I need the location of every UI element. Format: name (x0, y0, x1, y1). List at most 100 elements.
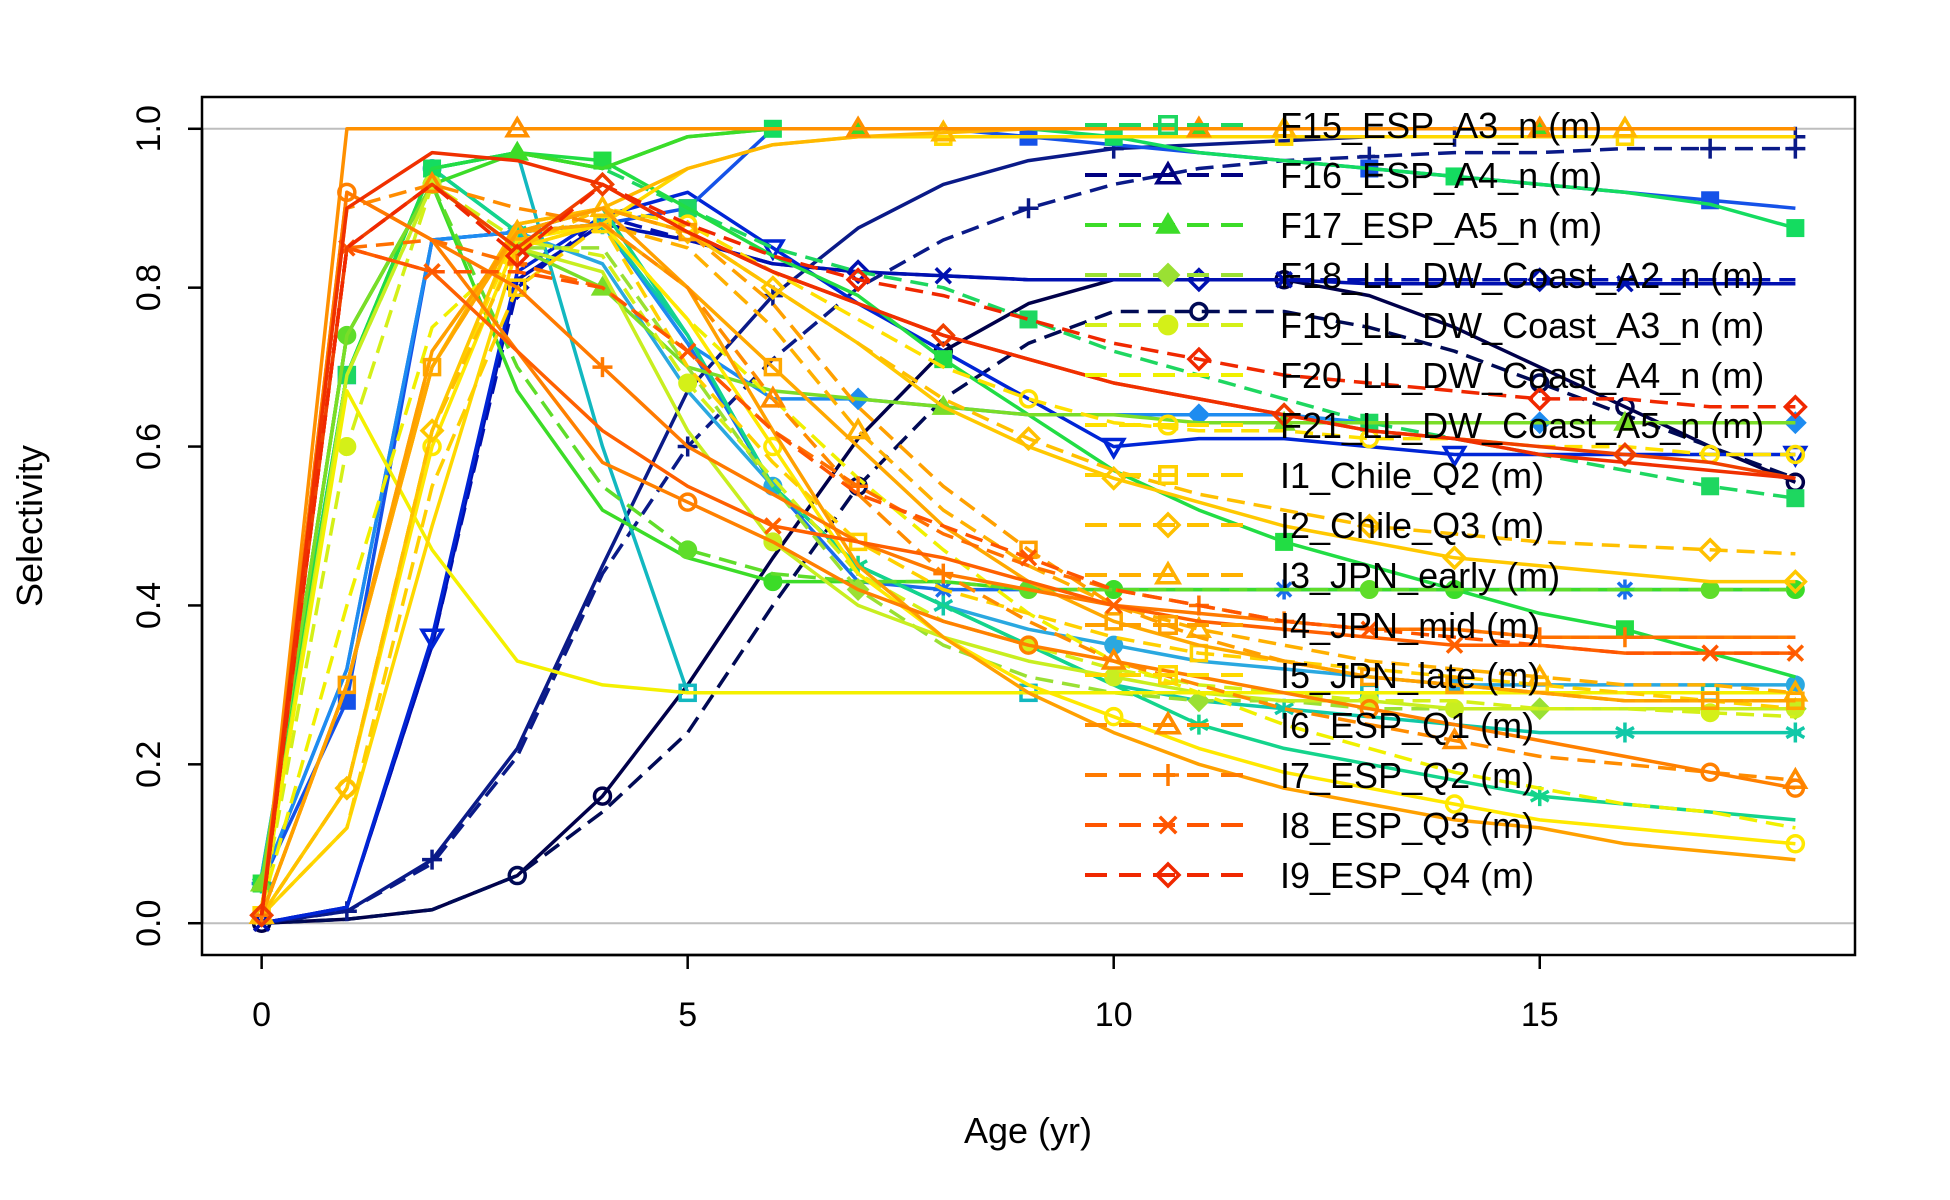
data-point (1700, 138, 1721, 159)
data-point (1701, 644, 1719, 662)
data-point (1018, 198, 1039, 219)
legend-label: F15_ESP_A3_n (m) (1280, 105, 1602, 146)
data-point (1526, 663, 1553, 686)
data-point (1153, 710, 1183, 735)
legend-item: F18_LL_DW_Coast_A2_n (m) (1085, 255, 1764, 296)
data-point (763, 357, 783, 377)
data-point (1158, 115, 1178, 135)
data-point (677, 492, 698, 512)
series-46 (259, 182, 1808, 916)
data-point (592, 357, 613, 378)
series-47 (259, 150, 1796, 916)
data-point (1360, 667, 1379, 687)
data-point (418, 170, 446, 194)
data-point (1016, 426, 1041, 452)
data-point (1444, 794, 1465, 814)
x-axis: 0 5 10 15 (252, 953, 1559, 1034)
data-point (507, 865, 528, 886)
series-line (260, 206, 1796, 917)
legend-label: F17_ESP_A5_n (m) (1280, 205, 1602, 246)
series-29 (252, 127, 1796, 925)
data-point (1786, 489, 1805, 508)
data-point (1104, 596, 1123, 615)
y-tick-label: 0.8 (130, 264, 168, 311)
data-point (1782, 394, 1808, 420)
data-point (1360, 620, 1379, 639)
data-point (678, 540, 698, 560)
data-point (1785, 722, 1806, 743)
series-line (259, 127, 1796, 916)
data-point (1157, 314, 1179, 336)
data-point (419, 418, 445, 444)
data-point (1529, 786, 1550, 807)
data-point (678, 373, 698, 393)
legend-item: I1_Chile_Q2 (m) (1085, 455, 1544, 496)
legend-label: I6_ESP_Q1 (m) (1280, 705, 1534, 746)
data-point (1445, 167, 1464, 186)
x-tick-label: 15 (1521, 996, 1559, 1034)
x-tick-label: 0 (252, 996, 271, 1034)
data-point (337, 437, 357, 457)
data-point (1441, 445, 1468, 468)
data-point (1441, 727, 1468, 750)
data-point (249, 902, 275, 928)
y-tick-label: 0.6 (130, 423, 168, 470)
legend-label: F20_LL_DW_Coast_A4_n (m) (1280, 355, 1764, 396)
series-38 (259, 115, 1796, 916)
data-point (1356, 513, 1382, 539)
legend-label: F21_LL_DW_Coast_A5_n (m) (1280, 405, 1764, 446)
data-point (1018, 389, 1039, 409)
x-tick-label: 5 (678, 996, 697, 1034)
data-point (1786, 219, 1805, 238)
data-point (1158, 465, 1178, 485)
legend-label: I4_JPN_mid (m) (1280, 605, 1540, 646)
data-point (1785, 444, 1806, 465)
data-point (1445, 636, 1464, 654)
data-point (1157, 764, 1179, 786)
series-43 (259, 246, 1805, 916)
data-point (1189, 301, 1209, 322)
series-line (259, 150, 1796, 916)
data-point (1274, 698, 1294, 719)
data-point (1359, 580, 1379, 600)
data-point (845, 259, 871, 285)
x-axis-label: Age (yr) (964, 1110, 1092, 1151)
data-point (845, 267, 871, 293)
series-line (259, 246, 1796, 916)
legend-item: F20_LL_DW_Coast_A4_n (m) (1085, 355, 1764, 396)
legend-item: I6_ESP_Q1 (m) (1085, 705, 1534, 746)
data-point (508, 278, 527, 297)
y-tick-label: 0.2 (130, 741, 168, 788)
legend-label: F18_LL_DW_Coast_A2_n (m) (1280, 255, 1764, 296)
series-line (261, 277, 1797, 925)
data-point (1158, 665, 1178, 685)
legend-label: I2_Chile_Q3 (m) (1280, 505, 1544, 546)
data-point (848, 476, 869, 497)
y-axis: 0.0 0.2 0.4 0.6 0.8 1.0 (130, 105, 204, 947)
legend-item: F21_LL_DW_Coast_A5_n (m) (1085, 405, 1764, 446)
legend-label: I8_ESP_Q3 (m) (1280, 805, 1534, 846)
data-point (845, 417, 872, 440)
data-point (759, 239, 786, 262)
data-point (337, 675, 357, 695)
legend-item: I8_ESP_Q3 (m) (1085, 805, 1534, 846)
legend-item: I9_ESP_Q4 (m) (1085, 855, 1534, 896)
data-point (504, 115, 531, 138)
data-point (422, 357, 442, 377)
data-point (1612, 442, 1638, 467)
data-point (1615, 722, 1635, 743)
data-point (1104, 612, 1123, 631)
data-point (1785, 834, 1806, 854)
data-point (1271, 402, 1297, 428)
data-point (1158, 815, 1178, 835)
data-point (418, 628, 446, 651)
series-line (261, 309, 1797, 925)
data-point (334, 775, 360, 801)
data-point (592, 786, 613, 806)
data-point (422, 849, 443, 870)
series-line (259, 206, 1796, 916)
data-point (1275, 532, 1294, 551)
data-point (933, 563, 954, 584)
data-point (1019, 549, 1038, 567)
data-point (1103, 706, 1124, 727)
